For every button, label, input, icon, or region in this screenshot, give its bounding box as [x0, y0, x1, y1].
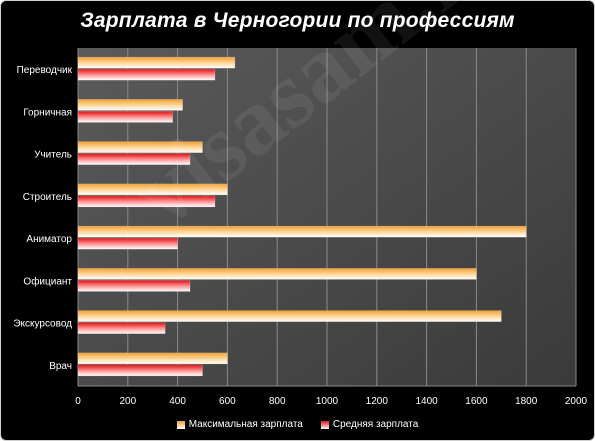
legend: Максимальная зарплата Средняя зарплата: [1, 419, 594, 430]
legend-item-max: Максимальная зарплата: [176, 419, 303, 430]
legend-swatch-max: [176, 420, 185, 429]
category-label: Аниматор: [26, 234, 72, 245]
legend-label-max: Максимальная зарплата: [188, 419, 303, 430]
bar-avg: [77, 195, 216, 208]
bar-max: [77, 310, 502, 322]
category-label: Экскурсовод: [13, 319, 72, 330]
category-label: Официант: [23, 275, 72, 287]
category-labels: Переводчик Горничная Учитель Строитель Анима…: [13, 65, 72, 372]
category-label: Строитель: [23, 192, 72, 203]
x-tick-label: 600: [219, 396, 236, 407]
x-tick-label: 1600: [465, 396, 488, 407]
legend-swatch-avg: [320, 420, 329, 429]
chart-title: Зарплата в Черногории по профессиям: [80, 9, 515, 32]
x-tick-label: 800: [269, 396, 286, 407]
bar-max: [77, 183, 228, 196]
bar-max: [77, 141, 203, 153]
bar-max: [77, 352, 228, 365]
x-tick-label: 400: [169, 396, 186, 407]
x-tick-label: 200: [119, 396, 136, 407]
bar-avg: [77, 364, 203, 377]
bar-avg: [77, 237, 178, 250]
bar-max: [77, 268, 477, 280]
category-label: Учитель: [34, 150, 72, 161]
x-tick-label: 0: [75, 396, 81, 407]
legend-label-avg: Средняя зарплата: [332, 419, 419, 430]
bar-max: [77, 225, 527, 238]
x-tick-label: 1400: [415, 396, 438, 407]
legend-item-avg: Средняя зарплата: [320, 419, 419, 430]
bar-avg: [77, 111, 173, 123]
category-label: Горничная: [23, 107, 72, 118]
bar-max: [77, 99, 183, 111]
bar-max: [77, 56, 236, 69]
x-tick-labels: 0 200 400 600 800 1000 1200 1400 1600 1800 2000: [75, 396, 587, 407]
bar-avg: [77, 153, 191, 165]
bars: [77, 56, 527, 377]
bar-avg: [77, 322, 166, 334]
x-tick-label: 1000: [316, 396, 339, 407]
x-tick-label: 1200: [366, 396, 389, 407]
x-tick-label: 1800: [515, 396, 538, 407]
bar-avg: [77, 280, 191, 292]
category-label: Переводчик: [17, 65, 73, 76]
category-label: Врач: [49, 361, 72, 372]
bar-avg: [77, 68, 216, 81]
x-tick-label: 2000: [565, 396, 588, 407]
